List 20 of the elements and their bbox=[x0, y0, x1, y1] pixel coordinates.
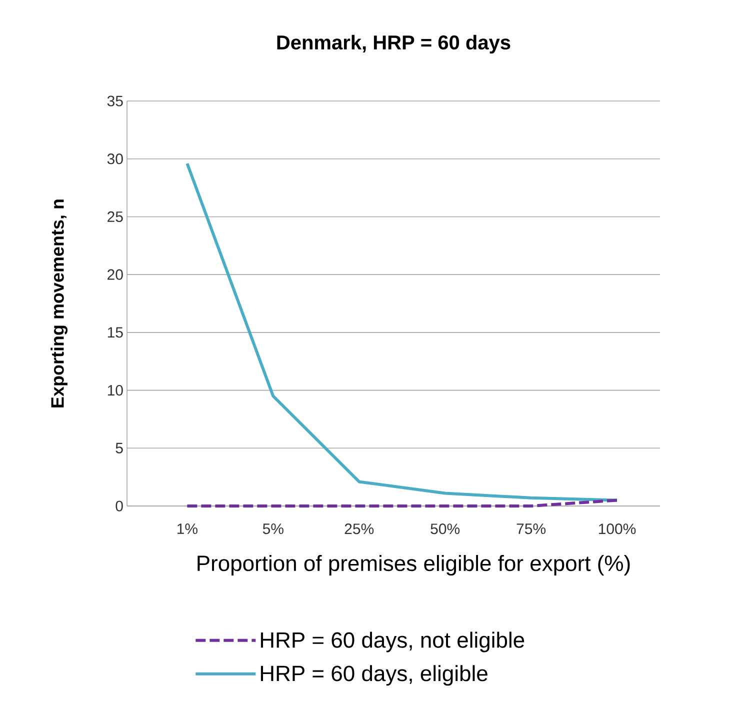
y-tick-label: 10 bbox=[108, 384, 123, 396]
x-axis-title: Proportion of premises eligible for export (%) bbox=[198, 554, 630, 576]
y-tick-label: 15 bbox=[108, 327, 123, 338]
y-tick-label: 5 bbox=[116, 442, 123, 454]
x-tick-label: 50% bbox=[430, 524, 460, 534]
chart-title: Denmark, HRP = 60 days bbox=[277, 34, 510, 54]
legend-label: HRP = 60 days, eligible bbox=[260, 665, 488, 686]
y-tick-label: 0 bbox=[116, 500, 123, 512]
x-tick-label: 75% bbox=[516, 524, 546, 534]
x-tick-label: 1% bbox=[177, 524, 198, 534]
y-tick-label: 30 bbox=[107, 154, 123, 164]
x-tick-label: 100% bbox=[598, 524, 636, 534]
y-tick-label: 35 bbox=[107, 96, 123, 106]
y-tick-label: 25 bbox=[108, 211, 123, 222]
y-tick-label: 20 bbox=[108, 269, 123, 280]
legend-label: HRP = 60 days, not eligible bbox=[260, 632, 524, 652]
y-axis-title: Exporting movements, n bbox=[50, 200, 68, 408]
line-series bbox=[186, 162, 619, 502]
x-tick-label: 25% bbox=[344, 524, 374, 534]
x-tick-label: 5% bbox=[262, 524, 284, 534]
